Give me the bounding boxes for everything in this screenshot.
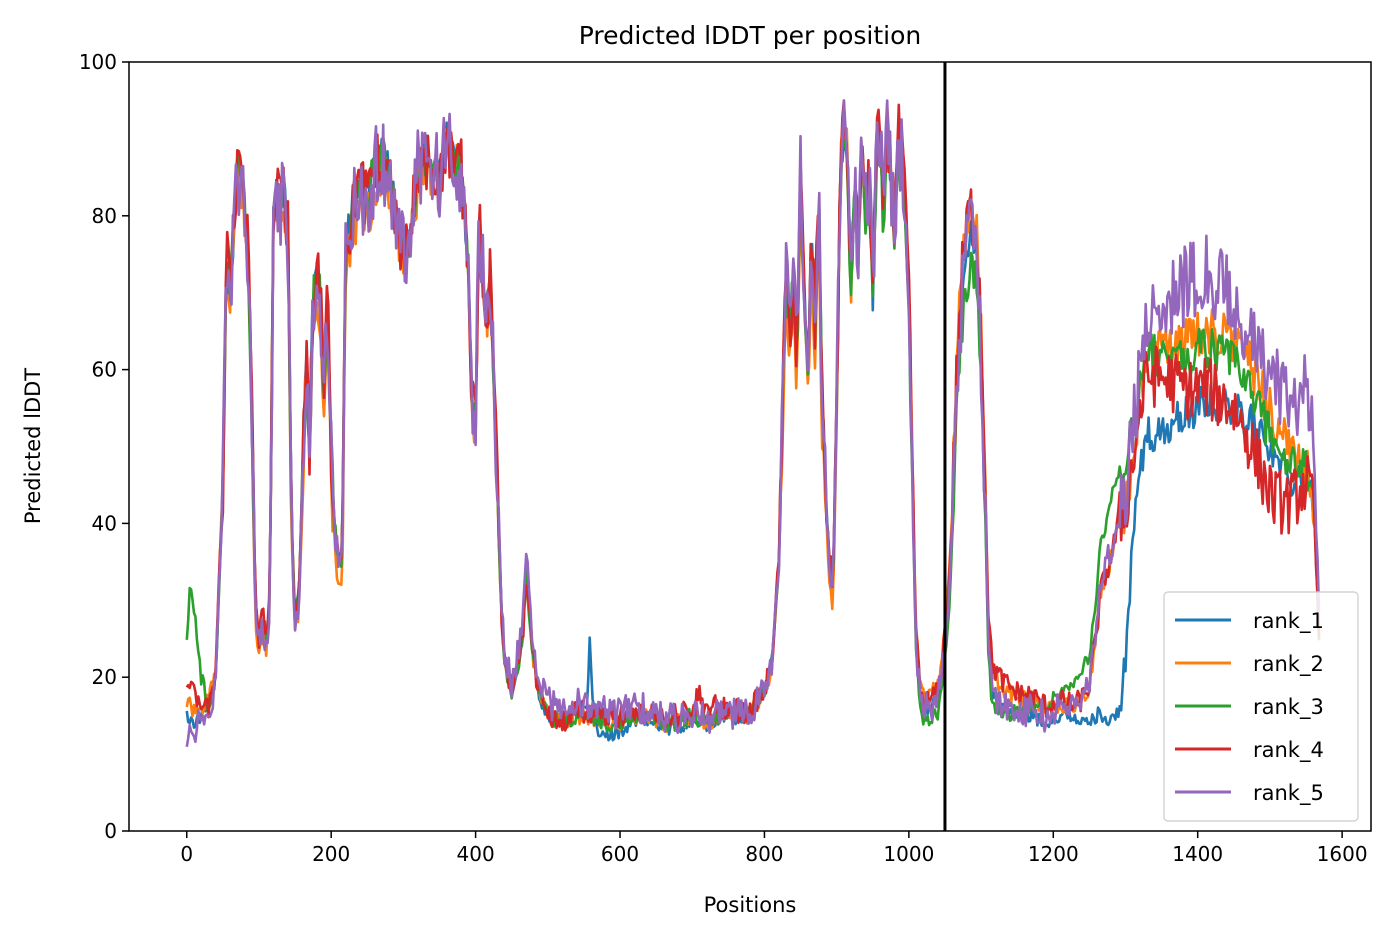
y-tick-label: 100 <box>79 50 117 74</box>
series-line-rank_5 <box>185 99 1321 748</box>
legend-box <box>1163 591 1359 822</box>
legend-label-rank_4: rank_4 <box>1253 738 1324 763</box>
y-axis-title: Predicted lDDT <box>21 368 45 524</box>
y-tick-label: 80 <box>92 204 117 228</box>
y-axis: 0 20 40 60 80 100 <box>79 50 129 843</box>
x-tick-label: 200 <box>312 842 350 866</box>
x-tick-label: 0 <box>180 842 193 866</box>
plot-frame <box>128 61 1372 832</box>
x-tick-label: 1600 <box>1317 842 1368 866</box>
y-tick-label: 20 <box>92 665 117 689</box>
x-tick-label: 600 <box>601 842 639 866</box>
legend-label-rank_3: rank_3 <box>1253 695 1324 720</box>
x-tick-label: 1200 <box>1028 842 1079 866</box>
legend: rank_1 rank_2 rank_3 rank_4 rank_5 <box>1163 591 1359 822</box>
series-lines <box>185 99 1321 748</box>
legend-label-rank_2: rank_2 <box>1253 652 1324 677</box>
chart-title: Predicted lDDT per position <box>579 21 921 50</box>
y-tick-label: 0 <box>104 819 117 843</box>
x-tick-label: 1000 <box>883 842 934 866</box>
x-tick-label: 800 <box>745 842 783 866</box>
y-tick-label: 60 <box>92 358 117 382</box>
x-axis-title: Positions <box>704 893 797 917</box>
x-tick-label: 400 <box>457 842 495 866</box>
legend-label-rank_1: rank_1 <box>1253 609 1324 634</box>
x-axis: 0 200 400 600 800 1000 1200 1400 1600 <box>180 831 1368 866</box>
legend-label-rank_5: rank_5 <box>1253 781 1324 806</box>
x-tick-label: 1400 <box>1172 842 1223 866</box>
y-tick-label: 40 <box>92 511 117 535</box>
